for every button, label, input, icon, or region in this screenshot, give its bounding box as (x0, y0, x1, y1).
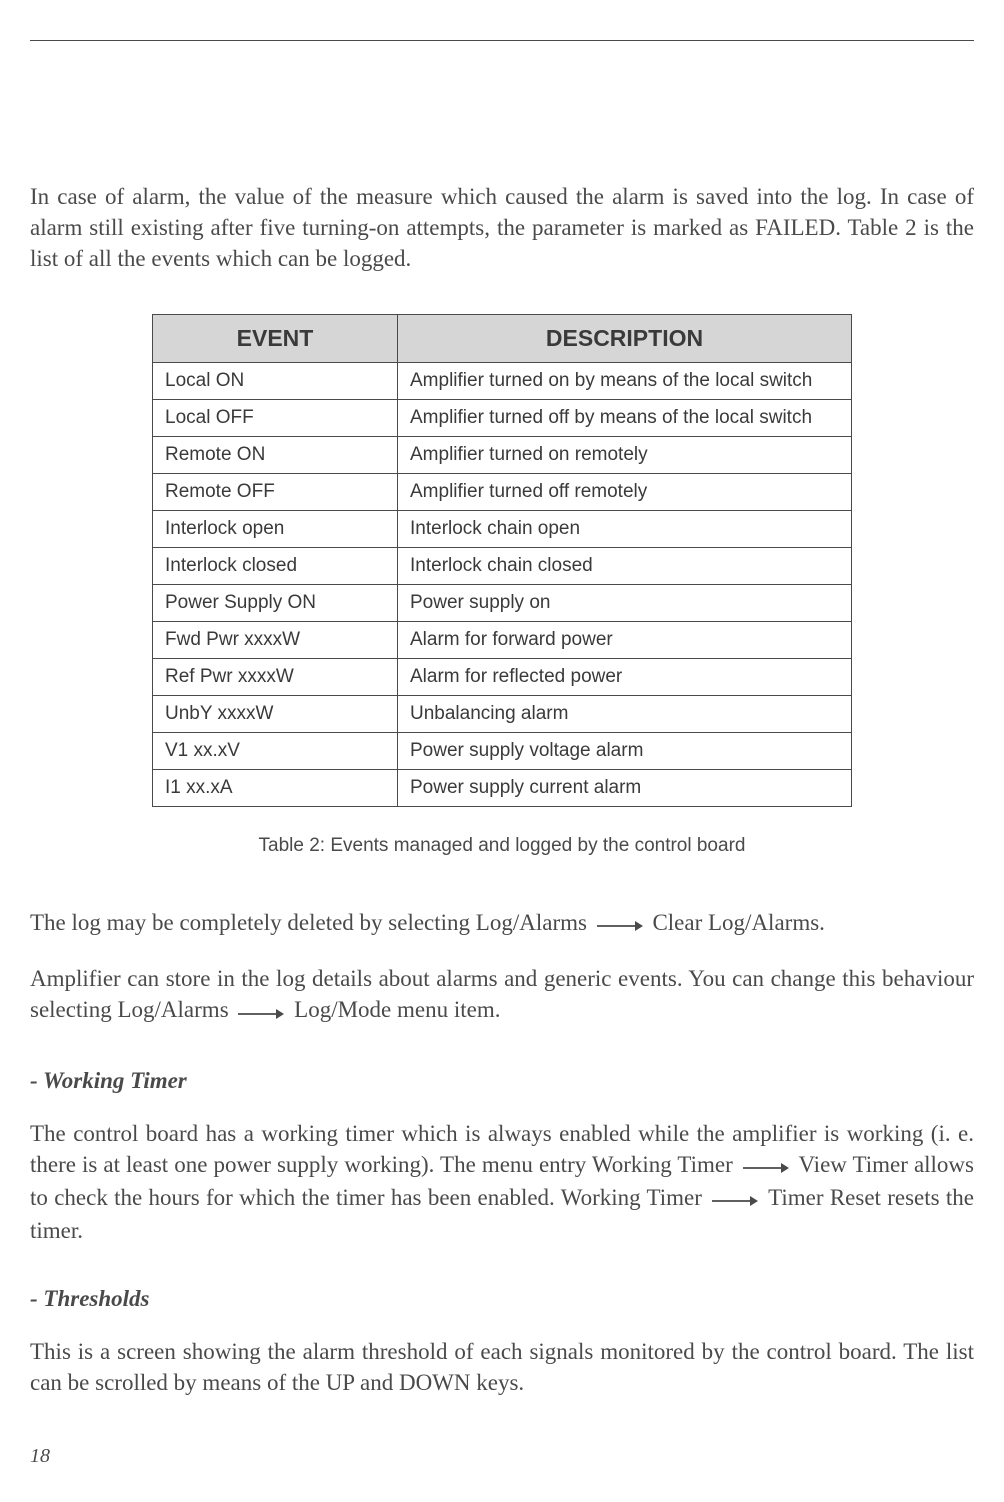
arrow-icon (238, 997, 284, 1028)
cell-description: Power supply voltage alarm (398, 733, 852, 770)
arrow-icon (712, 1184, 758, 1215)
cell-event: Remote OFF (153, 474, 398, 511)
cell-description: Unbalancing alarm (398, 696, 852, 733)
cell-description: Amplifier turned on remotely (398, 437, 852, 474)
table-row: Remote OFFAmplifier turned off remotely (153, 474, 852, 511)
table-row: Ref Pwr xxxxWAlarm for reflected power (153, 659, 852, 696)
header-event: EVENT (153, 315, 398, 363)
working-timer-paragraph: The control board has a working timer wh… (30, 1118, 974, 1247)
events-tbody: Local ONAmplifier turned on by means of … (153, 363, 852, 807)
arrow-icon (597, 909, 643, 940)
header-description: DESCRIPTION (398, 315, 852, 363)
cell-event: Power Supply ON (153, 585, 398, 622)
table-row: I1 xx.xAPower supply current alarm (153, 770, 852, 807)
cell-description: Alarm for forward power (398, 622, 852, 659)
intro-text: In case of alarm, the value of the measu… (30, 184, 974, 271)
cell-event: Local OFF (153, 400, 398, 437)
log-p2b: Log/Mode menu item. (294, 997, 500, 1022)
table-row: Interlock openInterlock chain open (153, 511, 852, 548)
table-row: Local OFFAmplifier turned off by means o… (153, 400, 852, 437)
cell-event: UnbY xxxxW (153, 696, 398, 733)
top-rule (30, 40, 974, 41)
log-p1a: The log may be completely deleted by sel… (30, 910, 587, 935)
cell-event: Interlock closed (153, 548, 398, 585)
cell-event: I1 xx.xA (153, 770, 398, 807)
cell-description: Power supply current alarm (398, 770, 852, 807)
thresholds-heading: - Thresholds (30, 1286, 974, 1312)
cell-event: Local ON (153, 363, 398, 400)
cell-description: Interlock chain open (398, 511, 852, 548)
thresholds-paragraph: This is a screen showing the alarm thres… (30, 1336, 974, 1398)
log-p2a: Amplifier can store in the log details a… (30, 966, 974, 1022)
table-row: Local ONAmplifier turned on by means of … (153, 363, 852, 400)
table-row: Interlock closedInterlock chain closed (153, 548, 852, 585)
table-row: V1 xx.xVPower supply voltage alarm (153, 733, 852, 770)
page-number: 18 (30, 1445, 50, 1468)
log-paragraph-2: Amplifier can store in the log details a… (30, 963, 974, 1027)
events-table: EVENT DESCRIPTION Local ONAmplifier turn… (152, 314, 852, 807)
working-timer-heading: - Working Timer (30, 1068, 974, 1094)
cell-description: Amplifier turned off by means of the loc… (398, 400, 852, 437)
events-table-wrap: EVENT DESCRIPTION Local ONAmplifier turn… (30, 314, 974, 807)
cell-event: Fwd Pwr xxxxW (153, 622, 398, 659)
cell-description: Interlock chain closed (398, 548, 852, 585)
table-row: Power Supply ONPower supply on (153, 585, 852, 622)
cell-event: V1 xx.xV (153, 733, 398, 770)
intro-paragraph: In case of alarm, the value of the measu… (30, 181, 974, 274)
cell-description: Amplifier turned off remotely (398, 474, 852, 511)
table-row: UnbY xxxxWUnbalancing alarm (153, 696, 852, 733)
thresholds-text: This is a screen showing the alarm thres… (30, 1339, 974, 1395)
arrow-icon (743, 1151, 789, 1182)
table-header-row: EVENT DESCRIPTION (153, 315, 852, 363)
page: In case of alarm, the value of the measu… (0, 0, 1004, 1502)
cell-event: Interlock open (153, 511, 398, 548)
table-caption: Table 2: Events managed and logged by th… (30, 835, 974, 857)
cell-description: Power supply on (398, 585, 852, 622)
log-p1b: Clear Log/Alarms. (652, 910, 824, 935)
cell-event: Ref Pwr xxxxW (153, 659, 398, 696)
log-paragraph-1: The log may be completely deleted by sel… (30, 907, 974, 940)
cell-event: Remote ON (153, 437, 398, 474)
table-row: Fwd Pwr xxxxWAlarm for forward power (153, 622, 852, 659)
cell-description: Amplifier turned on by means of the loca… (398, 363, 852, 400)
table-row: Remote ONAmplifier turned on remotely (153, 437, 852, 474)
cell-description: Alarm for reflected power (398, 659, 852, 696)
